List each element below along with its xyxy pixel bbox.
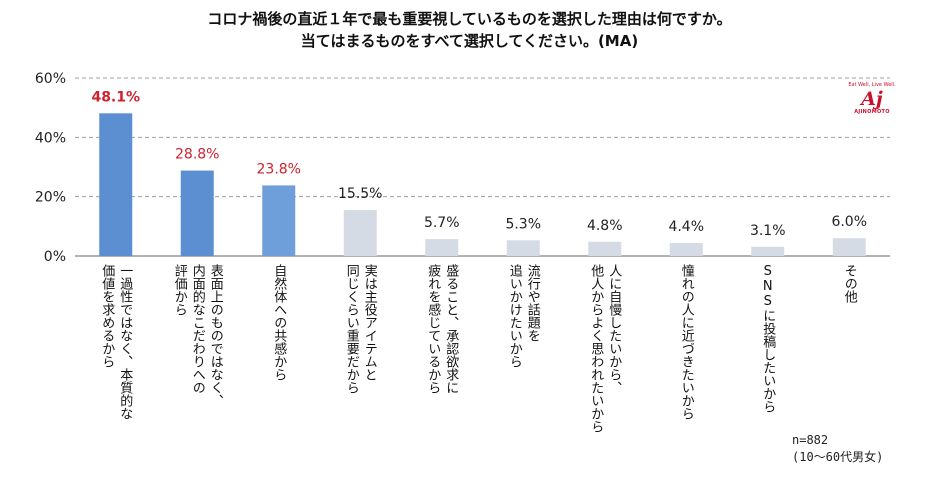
bar	[669, 242, 703, 256]
y-tick-label: 40%	[35, 130, 66, 146]
data-label: 48.1%	[91, 89, 140, 105]
data-label: 5.3%	[505, 216, 541, 232]
category-label: その他	[842, 264, 858, 304]
sample-size: n=882	[792, 433, 829, 447]
data-label: 3.1%	[750, 223, 786, 239]
sample-group: (10～60代男女)	[792, 450, 884, 464]
chart-title: コロナ禍後の直近１年で最も重要視しているものを選択した理由は何ですか。 当てはま…	[0, 8, 939, 52]
category-label-line: SNSに投稿したいから	[760, 264, 776, 413]
chart-title-line-2: 当てはまるものをすべて選択してください。(MA)	[300, 32, 639, 50]
category-label-line: 流行や話題を	[525, 264, 541, 342]
logo-mark: Aj	[861, 88, 883, 110]
data-label: 15.5%	[338, 186, 382, 202]
category-label-line: 追いかけたいから	[507, 263, 523, 368]
category-label-line: 内面的なこだわりへの	[190, 263, 206, 394]
y-tick-label: 0%	[44, 249, 66, 265]
chart-title-line-1: コロナ禍後の直近１年で最も重要視しているものを選択した理由は何ですか。	[207, 10, 732, 28]
category-label-line: 評価から	[172, 264, 188, 316]
data-label: 23.8%	[257, 161, 301, 177]
data-label: 4.8%	[587, 218, 623, 234]
category-label-line: 一過性ではなく、本質的な	[117, 264, 133, 420]
category-label-line: 憧れの人に近づきたいから	[679, 264, 695, 420]
bar	[751, 246, 785, 256]
category-label-line: 他人からよく思われたいから	[588, 264, 604, 433]
logo-tagline: Eat Well, Live Well.	[848, 82, 896, 88]
category-label-line: 価値を求めるから	[99, 264, 115, 368]
data-label: 28.8%	[175, 147, 219, 163]
bar	[588, 241, 622, 256]
data-label: 6.0%	[831, 214, 867, 230]
category-label-line: 人に自慢したいから、	[606, 264, 622, 394]
category-label-line: 自然体への共感から	[271, 264, 287, 381]
category-label-line: 盛ること、承認欲求に	[443, 264, 459, 394]
bar	[343, 210, 377, 256]
brand-logo: Eat Well, Live Well. Aj AJINOMOTO	[845, 82, 899, 116]
sample-note: n=882 (10～60代男女)	[792, 432, 883, 466]
data-label: 4.4%	[668, 219, 704, 235]
category-label-line: 表面上のものではなく、	[208, 264, 224, 407]
bar	[262, 185, 296, 256]
data-label: 5.7%	[424, 215, 460, 231]
category-label-line: 疲れを感じているから	[425, 263, 441, 394]
category-label-line: その他	[842, 264, 858, 304]
category-label: 憧れの人に近づきたいから	[679, 264, 695, 420]
category-label: 人に自慢したいから、他人からよく思われたいから	[588, 264, 622, 433]
bar	[832, 238, 866, 256]
category-label: SNSに投稿したいから	[760, 264, 776, 413]
category-label-line: 実は主役アイテムと	[362, 263, 378, 381]
logo-name: AJINOMOTO	[854, 109, 890, 115]
bar	[99, 113, 133, 256]
bar	[425, 239, 459, 256]
category-label: 自然体への共感から	[271, 264, 287, 381]
y-tick-label: 20%	[35, 190, 66, 206]
bar	[506, 240, 540, 256]
y-tick-label: 60%	[35, 71, 66, 87]
category-label-line: 同じくらい重要だから	[344, 264, 360, 394]
bar	[180, 170, 214, 256]
